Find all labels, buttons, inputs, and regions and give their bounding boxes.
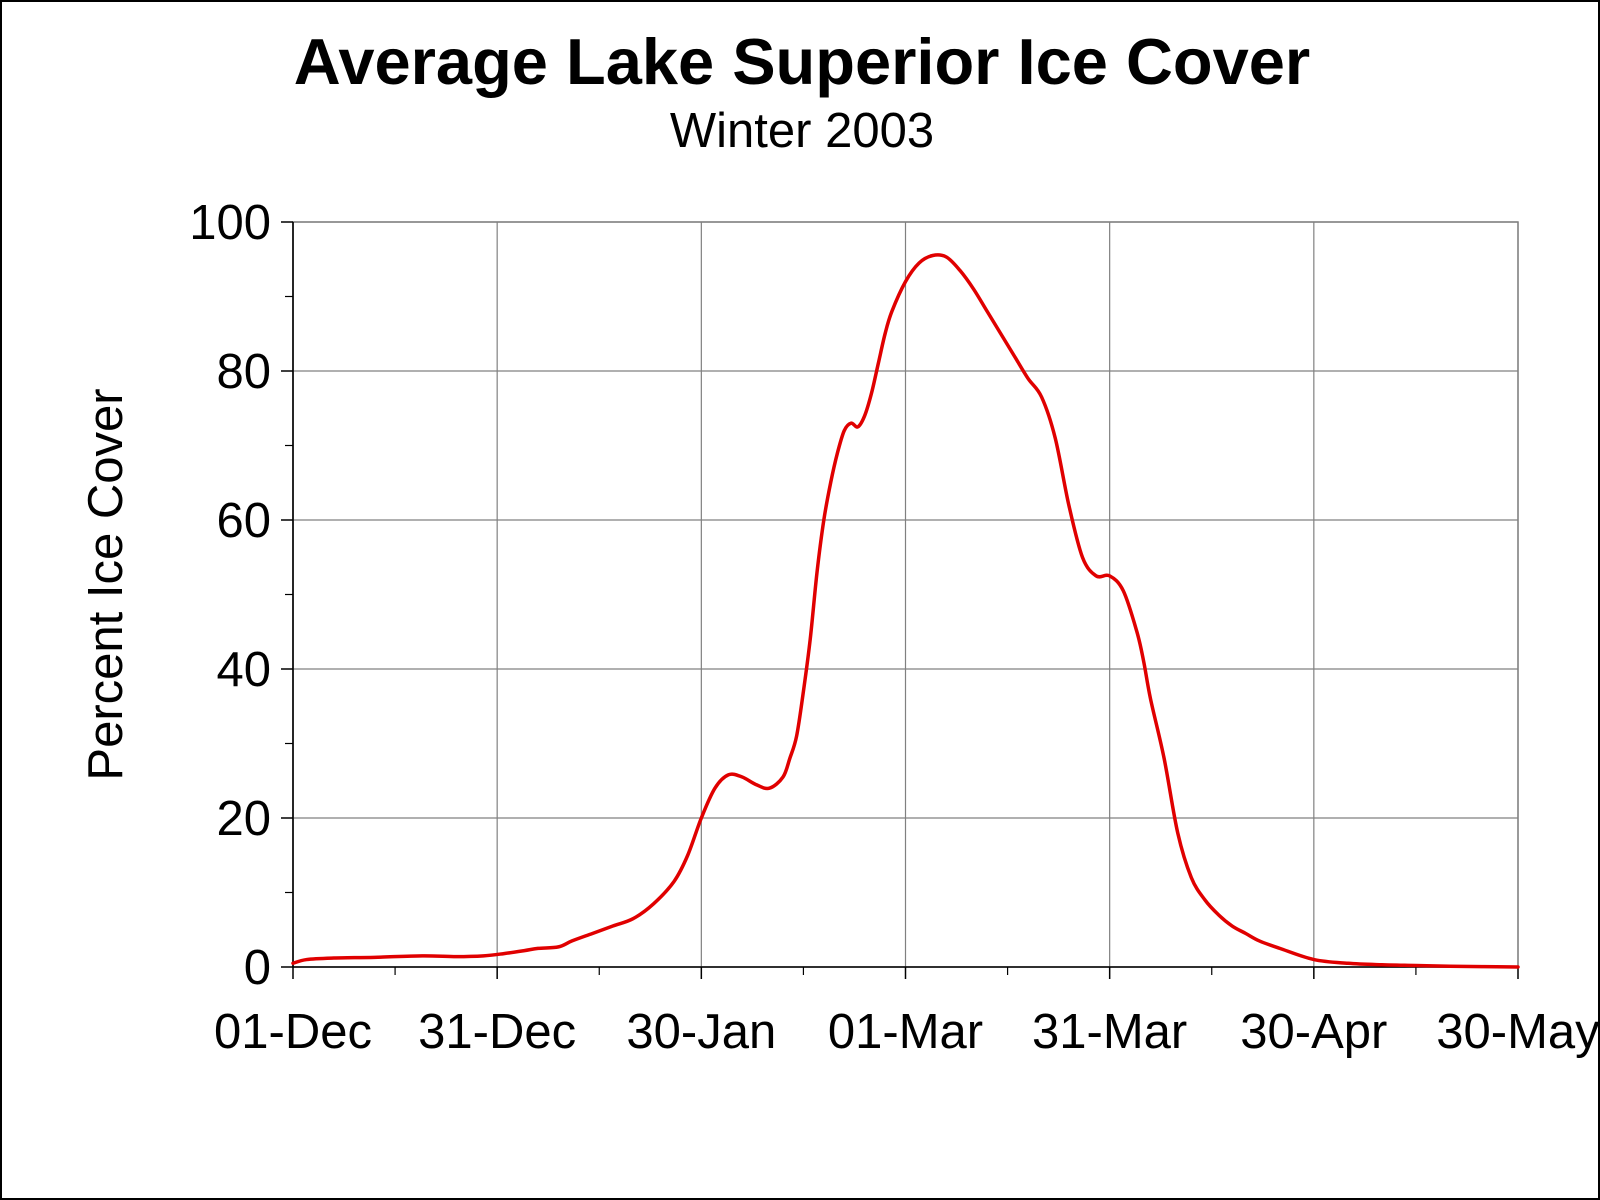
axes (281, 221, 1519, 979)
x-tick-label: 01-Dec (214, 1005, 372, 1059)
y-tick-label: 40 (216, 643, 271, 697)
x-tick-label: 31-Mar (1032, 1005, 1187, 1059)
x-tick-label: 01-Mar (828, 1005, 983, 1059)
y-tick-label: 0 (244, 941, 271, 995)
x-tick-label: 30-Apr (1240, 1005, 1387, 1059)
y-axis-label: Percent Ice Cover (79, 388, 133, 780)
gridlines (293, 221, 1519, 967)
x-tick-labels: 01-Dec 31-Dec 30-Jan 01-Mar 31-Mar 30-Apr 30-M… (214, 1005, 1598, 1059)
x-tick-label: 30-Jan (626, 1005, 776, 1059)
series-line-ice-cover (291, 253, 1520, 969)
y-tick-label: 20 (216, 792, 271, 846)
y-tick-label: 100 (189, 196, 271, 250)
y-tick-label: 60 (216, 494, 271, 548)
y-tick-labels: 0 20 40 60 80 100 (189, 196, 271, 995)
x-tick-label: 30-May (1436, 1005, 1598, 1059)
x-tick-label: 31-Dec (418, 1005, 576, 1059)
y-tick-label: 80 (216, 345, 271, 399)
chart-subtitle: Winter 2003 (669, 104, 935, 158)
chart-title: Average Lake Superior Ice Cover (293, 25, 1311, 98)
